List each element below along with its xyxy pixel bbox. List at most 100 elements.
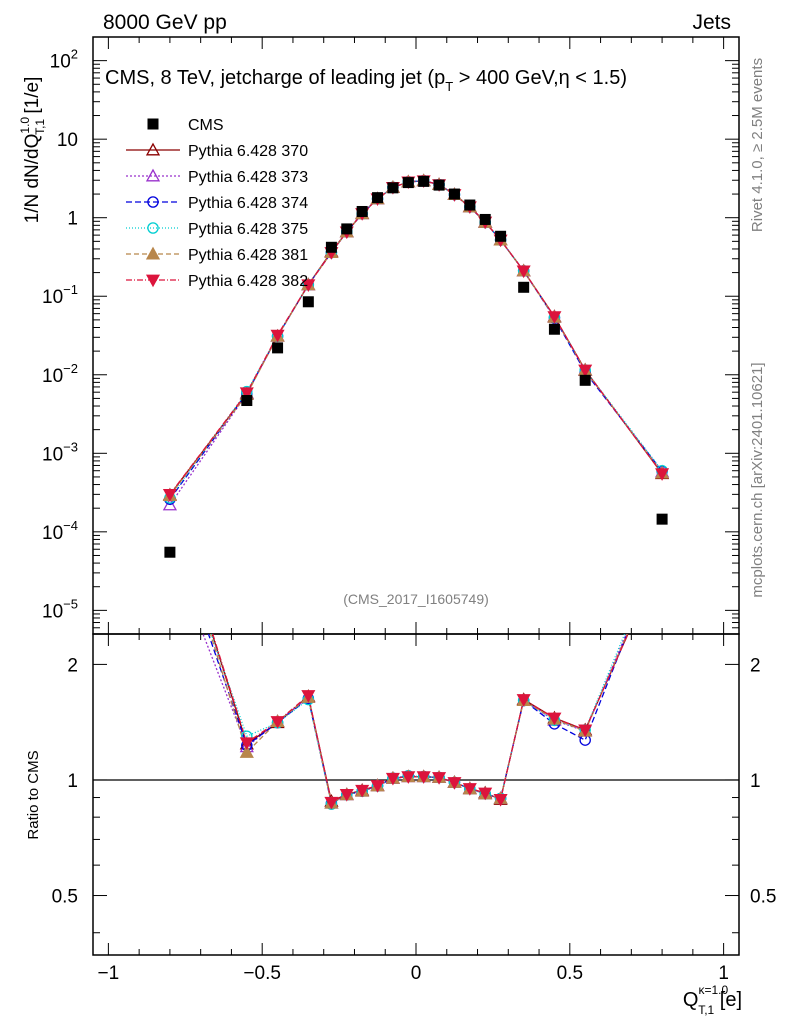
data-point: [448, 188, 460, 200]
ratio-tick-label-right: 2: [750, 655, 761, 676]
ratio-point: [547, 712, 562, 726]
ratio-point: [355, 784, 370, 798]
analysis-id-label: (CMS_2017_I1605749): [343, 591, 489, 607]
ratio-y-axis-label: Ratio to CMS: [25, 750, 42, 839]
ratio-line: [207, 634, 628, 805]
data-point: [241, 395, 253, 407]
series-point: [239, 387, 254, 400]
ratio-series-clip: [202, 634, 629, 810]
data-point: [518, 281, 530, 293]
legend-marker: [145, 274, 161, 288]
ratio-line: [212, 634, 629, 804]
data-point: [479, 213, 491, 225]
data-point: [164, 546, 176, 558]
series-point: [301, 279, 316, 292]
ratio-point: [478, 787, 493, 801]
data-point: [341, 223, 353, 235]
legend-label: Pythia 6.428 375: [188, 221, 308, 238]
data-point: [325, 241, 337, 253]
ratio-line: [209, 634, 628, 805]
y-tick-label: 1: [67, 209, 78, 230]
data-point: [387, 182, 399, 194]
ratio-series-group: [202, 634, 629, 810]
axis-ticks: −1 −0.5 0 0.5 1 102 10 1 10−1 10−2 10−3 10−4 10−5 2 2 1…: [42, 36, 776, 984]
legend-label: Pythia 6.428 381: [188, 247, 308, 264]
ratio-point: [462, 783, 477, 796]
data-point: [495, 230, 507, 242]
legend-label: CMS: [188, 117, 224, 134]
ratio-point: [385, 772, 400, 786]
legend-marker: [147, 196, 159, 208]
data-point: [548, 323, 560, 335]
series-point: [162, 497, 178, 511]
y-tick-label: 10−1: [42, 282, 78, 308]
ratio-point: [516, 694, 531, 707]
y-tick-label: 10−4: [42, 518, 78, 544]
ratio-point: [578, 724, 593, 738]
legend-marker: [145, 246, 161, 260]
data-point: [372, 192, 384, 204]
legend-marker: [145, 168, 161, 182]
legend-label: Pythia 6.428 374: [188, 195, 308, 212]
data-point: [402, 177, 414, 189]
side-url-label: mcplots.cern.ch [arXiv:2401.10621]: [749, 362, 766, 597]
legend-label: Pythia 6.428 373: [188, 169, 308, 186]
data-point: [272, 342, 284, 354]
ratio-point: [432, 772, 447, 785]
series-point: [516, 265, 531, 279]
chart-title: CMS, 8 TeV, jetcharge of leading jet (pT…: [105, 67, 627, 94]
ratio-point: [370, 780, 385, 793]
data-point: [302, 296, 314, 308]
x-tick-label: 0.5: [557, 963, 583, 984]
y-tick-label: 10−2: [42, 361, 78, 387]
legend-label: Pythia 6.428 370: [188, 143, 308, 160]
y-tick-label: 10−3: [42, 439, 78, 465]
series-point: [162, 488, 177, 502]
ratio-point: [301, 690, 316, 703]
series-point: [270, 329, 285, 343]
data-point: [418, 175, 430, 187]
series-point: [655, 468, 670, 481]
header-energy-label: 8000 GeV pp: [103, 11, 227, 34]
ratio-point: [493, 793, 508, 807]
y-tick-label: 10: [57, 130, 78, 151]
y-tick-label: 102: [50, 47, 78, 73]
x-axis-label: Qκ=1.0 T,1 [e]: [683, 983, 742, 1017]
series-point: [547, 311, 562, 324]
ratio-panel-frame: [92, 633, 740, 956]
ratio-point: [239, 745, 254, 758]
legend-label: Pythia 6.428 382: [188, 273, 308, 290]
ratio-point: [416, 771, 431, 784]
ratio-tick-label-left: 0.5: [52, 887, 78, 908]
ratio-point: [401, 771, 416, 784]
data-point: [464, 199, 476, 211]
data-point: [656, 513, 668, 525]
legend-marker: [147, 118, 159, 130]
legend-marker: [145, 142, 161, 156]
data-point: [356, 205, 368, 217]
ratio-point: [239, 737, 254, 750]
ratio-line: [210, 634, 626, 806]
x-tick-label: 1: [718, 963, 729, 984]
x-tick-label: 0: [411, 963, 422, 984]
ratio-tick-label-left: 2: [67, 655, 78, 676]
data-point: [433, 179, 445, 191]
x-tick-label: −0.5: [243, 963, 281, 984]
header-category-label: Jets: [692, 11, 731, 34]
ratio-tick-label-right: 1: [750, 771, 761, 792]
ratio-point: [324, 796, 339, 810]
ratio-line: [202, 634, 627, 805]
legend: CMS Pythia 6.428 370 Pythia 6.428 373 Pythi…: [126, 117, 308, 290]
y-axis-label: 1/N dN/dQ1.0T,1 [1/e]: [18, 77, 47, 224]
series-point: [578, 364, 593, 378]
main-series-group: [162, 173, 670, 558]
ratio-point: [447, 777, 462, 790]
side-events-label: Rivet 4.1.0, ≥ 2.5M events: [749, 58, 766, 232]
ratio-tick-label-left: 1: [67, 771, 78, 792]
data-point: [579, 374, 591, 386]
ratio-point: [339, 789, 354, 802]
legend-marker: [147, 222, 159, 234]
ratio-point: [270, 716, 285, 729]
ratio-tick-label-right: 0.5: [750, 887, 776, 908]
x-tick-label: −1: [98, 963, 120, 984]
